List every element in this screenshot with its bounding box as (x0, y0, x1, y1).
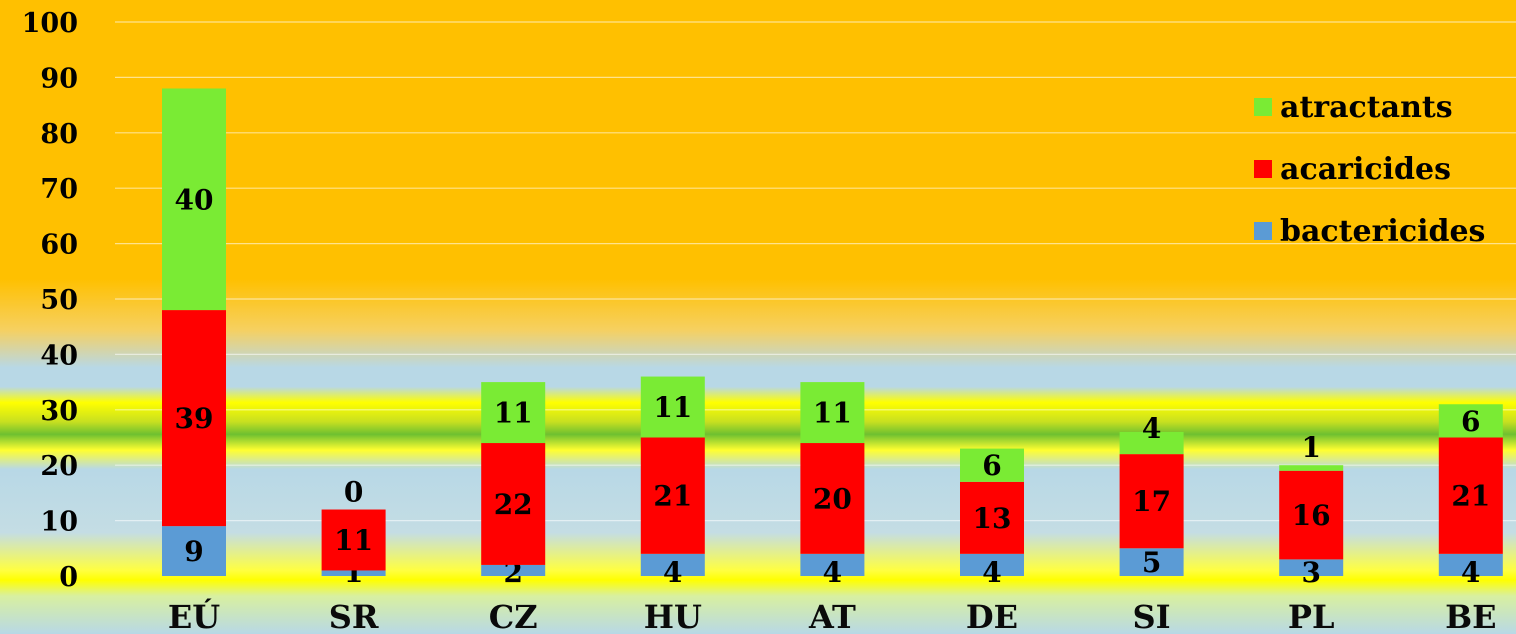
y-tick-label-90: 90 (40, 63, 78, 94)
data-label-atractants-BE: 6 (1461, 405, 1480, 438)
bar-acaricides-HU (640, 437, 705, 554)
bar-atractants-CZ (481, 382, 546, 444)
bar-atractants-SI (1119, 431, 1184, 455)
data-label-bactericides-HU: 4 (663, 556, 682, 589)
data-label-atractants-HU: 11 (653, 391, 692, 424)
bar-bactericides-EÚ (162, 526, 226, 576)
x-tick-label-HU: HU (644, 598, 702, 634)
x-tick-label-CZ: CZ (489, 598, 538, 634)
legend-label-atractants: atractants (1280, 90, 1453, 125)
y-tick-label-60: 60 (40, 230, 78, 261)
data-label-acaricides-PL: 16 (1292, 499, 1331, 532)
y-tick-label-100: 100 (22, 8, 78, 39)
x-tick-label-DE: DE (966, 598, 1018, 634)
bar-bactericides-AT (800, 553, 865, 576)
data-label-acaricides-SR: 11 (334, 524, 373, 557)
data-label-bactericides-DE: 4 (982, 556, 1001, 589)
legend-swatch-bactericides (1254, 222, 1272, 240)
bar-bactericides-SI (1119, 548, 1184, 576)
bar-acaricides-SR (321, 509, 386, 571)
bar-atractants-PL (1279, 465, 1344, 471)
x-tick-label-SR: SR (329, 598, 379, 634)
bar-bactericides-SR (321, 570, 386, 576)
bar-atractants-DE (960, 448, 1024, 482)
bar-acaricides-BE (1438, 437, 1503, 554)
y-tick-label-0: 0 (59, 562, 78, 593)
y-tick-label-30: 30 (40, 396, 78, 427)
legend-swatch-atractants (1254, 98, 1272, 116)
data-label-bactericides-SI: 5 (1142, 546, 1161, 579)
data-label-atractants-DE: 6 (982, 449, 1001, 482)
x-tick-label-SI: SI (1133, 598, 1171, 634)
data-label-acaricides-CZ: 22 (494, 488, 533, 521)
bar-bactericides-PL (1279, 559, 1344, 576)
bar-atractants-AT (800, 382, 865, 444)
data-label-acaricides-SI: 17 (1132, 485, 1171, 518)
bar-acaricides-EÚ (162, 310, 226, 527)
x-tick-label-AT: AT (808, 598, 856, 634)
x-tick-label-BE: BE (1445, 598, 1496, 634)
data-label-acaricides-HU: 21 (653, 480, 692, 513)
y-tick-label-70: 70 (40, 174, 78, 205)
data-label-bactericides-BE: 4 (1461, 556, 1480, 589)
legend: atractants acaricides bactericides (1254, 90, 1485, 249)
data-label-acaricides-BE: 21 (1451, 480, 1490, 513)
bar-acaricides-AT (800, 443, 865, 554)
bar-acaricides-CZ (481, 443, 546, 565)
bar-acaricides-PL (1279, 470, 1344, 560)
data-label-atractants-SI: 4 (1142, 412, 1161, 445)
y-axis: 0 10 20 30 40 50 60 70 80 90 100 (22, 8, 78, 593)
data-label-atractants-CZ: 11 (494, 397, 533, 430)
bar-bactericides-CZ (481, 564, 546, 576)
legend-label-bactericides: bactericides (1280, 214, 1485, 249)
bar-bactericides-BE (1438, 553, 1503, 576)
x-tick-label-PL: PL (1288, 598, 1335, 634)
data-label-atractants-PL: 1 (1301, 431, 1320, 464)
x-tick-label-EÚ: EÚ (168, 598, 220, 634)
data-label-atractants-SR: 0 (344, 476, 363, 509)
data-label-acaricides-DE: 13 (973, 502, 1012, 535)
y-tick-label-20: 20 (40, 451, 78, 482)
bar-bactericides-DE (960, 553, 1024, 576)
bar-atractants-BE (1438, 404, 1503, 438)
data-label-atractants-EÚ: 40 (175, 183, 214, 216)
y-tick-label-40: 40 (40, 340, 78, 371)
bar-bactericides-HU (640, 553, 705, 576)
data-label-atractants-AT: 11 (813, 397, 852, 430)
data-label-acaricides-AT: 20 (813, 482, 852, 515)
legend-swatch-acaricides (1254, 160, 1272, 178)
data-label-bactericides-PL: 3 (1301, 556, 1320, 589)
bar-atractants-HU (640, 376, 705, 438)
data-label-bactericides-AT: 4 (823, 556, 842, 589)
legend-label-acaricides: acaricides (1280, 152, 1451, 187)
data-label-bactericides-EÚ: 9 (184, 535, 203, 568)
y-tick-label-50: 50 (40, 285, 78, 316)
data-label-acaricides-EÚ: 39 (175, 402, 214, 435)
y-tick-label-80: 80 (40, 119, 78, 150)
y-tick-label-10: 10 (40, 507, 78, 538)
bar-acaricides-DE (960, 481, 1024, 554)
x-axis: EÚ SR CZ HU AT DE SI PL BE (168, 598, 1497, 634)
bar-atractants-EÚ (162, 88, 226, 311)
bar-acaricides-SI (1119, 454, 1184, 549)
